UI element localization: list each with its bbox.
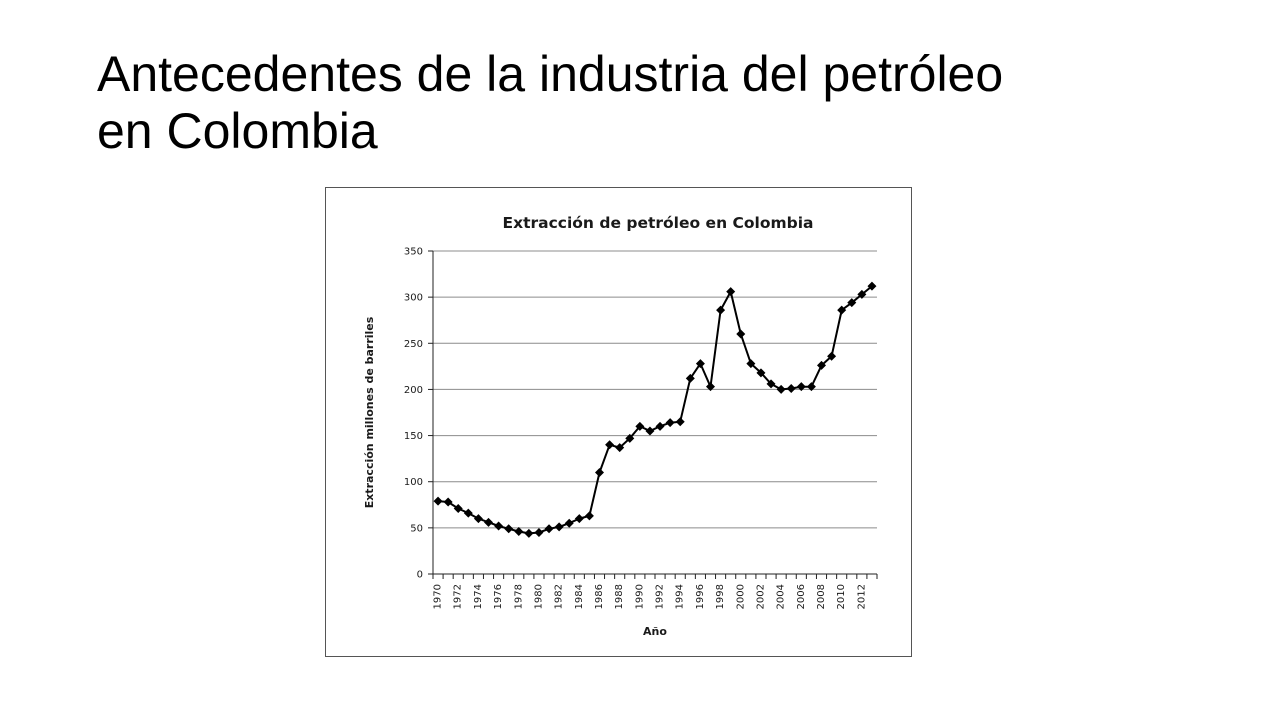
x-tick-label: 1974 [473,584,484,609]
data-point-2003 [766,379,776,389]
y-tick-label: 50 [410,523,423,534]
slide-title-line-2: en Colombia [97,103,378,159]
x-tick-label: 2012 [856,584,867,609]
data-point-2010 [837,305,847,315]
data-point-1993 [665,418,675,428]
data-point-1978 [514,527,524,537]
x-tick-label: 2008 [816,584,827,609]
data-point-2013 [867,281,877,291]
data-point-2011 [847,298,857,308]
y-tick-label: 300 [404,293,423,304]
data-point-2008 [817,360,826,370]
data-point-1994 [675,417,685,427]
data-point-1989 [625,433,635,443]
x-tick-label: 1970 [433,584,444,609]
y-tick-label: 100 [404,477,423,488]
data-point-1997 [706,382,715,392]
data-point-1983 [564,518,574,528]
x-tick-label: 1992 [655,584,666,609]
x-tick-label: 1978 [513,584,524,609]
x-tick-label: 1994 [675,584,686,609]
x-tick-label: 2000 [735,584,746,609]
y-tick-label: 350 [404,247,423,258]
data-point-1986 [595,467,604,477]
data-point-1973 [463,508,473,518]
data-point-2005 [786,384,796,394]
y-tick-label: 200 [404,385,423,396]
data-point-1974 [473,514,483,524]
data-point-1996 [695,359,705,369]
series-line [437,285,873,535]
data-point-1976 [494,521,504,531]
oil-extraction-line-chart: Extracción de petróleo en Colombia 0 50 10… [363,214,878,638]
x-tick-label: 1972 [453,584,464,609]
data-point-1988 [615,443,625,453]
data-point-1975 [484,517,493,527]
data-point-2001 [746,359,756,369]
x-tick-label: 1996 [695,584,706,609]
data-point-1995 [685,373,695,383]
data-point-1982 [554,522,564,532]
data-point-2007 [806,382,816,392]
x-tick-label: 2004 [776,584,787,609]
data-point-1998 [716,305,726,315]
x-tick-label: 1980 [533,584,544,609]
data-point-2006 [796,382,806,392]
chart-title: Extracción de petróleo en Colombia [503,214,814,232]
data-point-1991 [645,426,655,436]
x-tick-label: 1984 [574,584,585,609]
data-point-1977 [504,524,514,534]
y-tick-label: 0 [417,570,423,581]
x-tick-label: 1988 [614,584,625,609]
data-point-1972 [453,503,463,513]
data-point-1987 [605,440,615,450]
x-tick-labels: 1970 1972 1974 1976 1978 1980 1982 1984 1986 1988… [433,584,868,609]
slide-title: Antecedentes de la industria del petróle… [97,46,1217,160]
y-tick-label: 150 [404,431,423,442]
data-point-1990 [635,421,645,431]
x-tick-label: 2010 [836,584,847,609]
gridlines [433,250,877,529]
y-tick-label: 250 [404,339,423,350]
x-tick-label: 2002 [755,584,766,609]
slide-title-line-1: Antecedentes de la industria del petróle… [97,46,1004,102]
data-point-2002 [756,368,766,378]
series-extraccion [433,281,877,538]
x-tick-label: 1982 [554,584,565,609]
data-point-1981 [544,524,554,534]
chart-frame: Extracción de petróleo en Colombia 0 50 10… [325,187,912,657]
data-point-2000 [736,329,746,339]
data-point-1992 [655,421,665,431]
data-point-1985 [584,511,594,521]
y-tick-labels: 0 50 100 150 200 250 300 350 [404,247,423,581]
x-tick-label: 1998 [715,584,726,609]
data-point-2004 [776,384,786,394]
y-axis-title: Extracción millones de barriles [363,316,376,508]
data-point-1979 [524,528,534,538]
x-tick-label: 1990 [634,584,645,609]
data-point-1984 [574,514,584,524]
data-point-1971 [443,497,453,507]
x-axis-title: Año [643,625,667,638]
data-point-2009 [827,351,837,361]
data-point-2012 [857,289,867,299]
data-point-1999 [726,287,736,297]
x-tick-label: 2006 [796,584,807,609]
axes [428,250,878,579]
x-tick-label: 1986 [594,584,605,609]
x-tick-label: 1976 [493,584,504,609]
data-point-1980 [534,527,544,537]
data-point-1970 [433,496,443,506]
